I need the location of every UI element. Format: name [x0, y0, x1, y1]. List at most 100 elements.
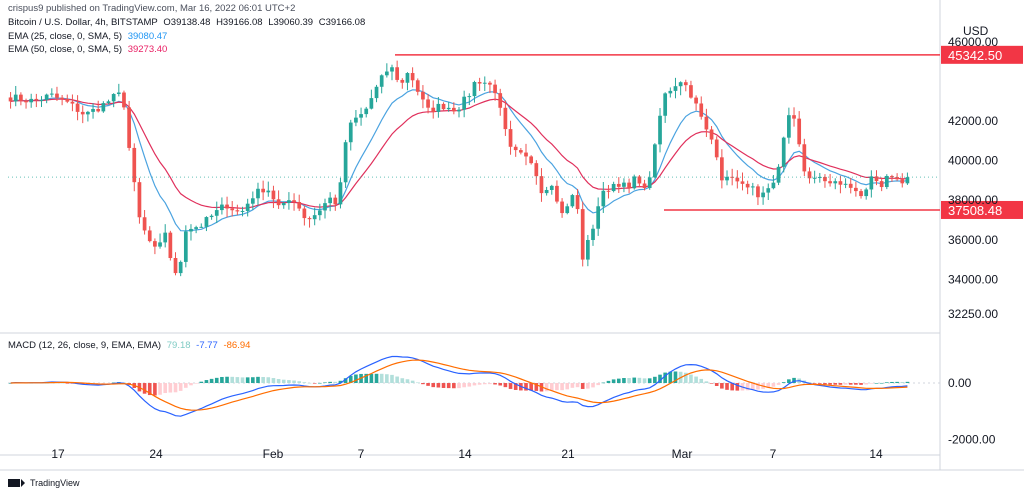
macd-histogram-bar	[354, 374, 358, 384]
candle-body	[580, 209, 585, 260]
macd-histogram-bar	[348, 375, 353, 384]
candle-body	[714, 139, 719, 158]
candle-body	[436, 103, 441, 112]
macd-histogram-bar	[266, 377, 271, 384]
ema25-legend[interactable]: EMA (25, close, 0, SMA, 5) 39080.47	[8, 31, 170, 43]
candle-body	[534, 163, 539, 177]
macd-histogram-bar	[766, 383, 771, 388]
macd-label: MACD (12, 26, close, 9, EMA, EMA)	[8, 340, 162, 351]
macd-histogram-bar	[60, 382, 64, 384]
macd-histogram-bar	[369, 373, 374, 384]
macd-histogram-bar	[251, 377, 255, 384]
candle-body	[807, 171, 812, 179]
macd-histogram-bar	[462, 383, 466, 388]
candle-body	[147, 230, 152, 242]
candle-body	[220, 204, 224, 211]
candle-body	[91, 108, 95, 112]
macd-histogram-bar	[482, 383, 487, 385]
candle-body	[663, 93, 668, 116]
macd-histogram-bar	[606, 380, 611, 384]
candle-body	[632, 176, 637, 189]
candle-body	[75, 103, 80, 112]
symbol-legend[interactable]: Bitcoin / U.S. Dollar, 4h, BITSTAMP O391…	[8, 17, 368, 29]
candle-body	[776, 166, 781, 183]
macd-signal-line	[10, 359, 908, 411]
candle-body	[395, 67, 400, 80]
candle-body	[704, 116, 709, 130]
macd-histogram-bar	[694, 376, 698, 384]
macd-histogram-bar	[189, 383, 193, 386]
candle-body	[13, 94, 18, 102]
candle-body	[895, 177, 899, 180]
candle-body	[65, 98, 70, 102]
candle-body	[451, 107, 456, 112]
time-tick-label: 17	[51, 447, 65, 461]
ohlc-high: H39166.08	[216, 17, 263, 28]
candle-body	[101, 103, 106, 112]
ema25-line	[10, 89, 908, 232]
macd-legend[interactable]: MACD (12, 26, close, 9, EMA, EMA) 79.18 …	[8, 340, 253, 352]
candle-body	[307, 218, 312, 220]
candle-body	[529, 156, 534, 164]
candle-body	[24, 100, 28, 103]
macd-histogram-bar	[879, 382, 884, 384]
macd-hist-value: 79.18	[166, 340, 191, 351]
candle-body	[884, 175, 889, 188]
macd-histogram-bar	[570, 383, 575, 388]
candle-body	[462, 96, 467, 110]
macd-histogram-bar	[436, 383, 441, 388]
macd-panel	[8, 355, 940, 417]
candle-body	[364, 108, 369, 115]
candle-body	[720, 157, 724, 181]
macd-histogram-bar	[80, 383, 85, 385]
macd-histogram-bar	[658, 374, 662, 384]
macd-histogram-bar	[493, 383, 497, 385]
macd-histogram-bar	[781, 382, 786, 384]
macd-histogram-bar	[854, 383, 858, 385]
candle-body	[678, 82, 683, 87]
candles	[8, 60, 910, 277]
macd-histogram-bar	[653, 376, 657, 384]
candle-body	[653, 144, 657, 178]
candle-body	[281, 203, 286, 206]
candle-body	[503, 107, 508, 130]
candle-body	[261, 188, 265, 193]
macd-histogram-bar	[756, 383, 760, 390]
candle-body	[431, 107, 436, 112]
candle-body	[338, 182, 343, 205]
price-tick-label: 36000.00	[948, 233, 998, 247]
candle-body	[292, 200, 296, 203]
symbol-name: Bitcoin / U.S. Dollar, 4h, BITSTAMP	[8, 17, 158, 28]
macd-histogram-bar	[776, 383, 781, 385]
candle-body	[555, 185, 559, 202]
macd-histogram-bar	[446, 383, 451, 389]
candle-body	[86, 111, 90, 115]
ema50-legend[interactable]: EMA (50, close, 0, SMA, 5) 39273.40	[8, 44, 170, 56]
price-axis: 46000.00 42000.00 40000.00 38000.00 36000.00…	[948, 35, 998, 447]
macd-histogram-bar	[591, 383, 595, 388]
candle-body	[544, 189, 549, 194]
time-axis: 17 24 Feb 7 14 21 Mar 7 14	[51, 447, 883, 461]
candle-body	[142, 217, 147, 231]
candle-body	[359, 114, 363, 118]
candle-body	[565, 206, 570, 214]
candle-body	[194, 227, 198, 229]
candle-body	[524, 152, 528, 157]
macd-histogram-bar	[704, 381, 709, 384]
macd-histogram-bar	[256, 376, 260, 384]
macd-histogram-bar	[467, 383, 472, 387]
candle-body	[297, 202, 302, 209]
macd-histogram-bar	[65, 383, 70, 384]
candle-body	[111, 94, 116, 102]
macd-histogram-bar	[817, 383, 822, 384]
chart-grid	[0, 0, 1024, 471]
tradingview-logo[interactable]: TradingView	[8, 478, 80, 488]
macd-histogram-bar	[142, 383, 147, 394]
macd-histogram-bar	[400, 378, 405, 384]
macd-histogram-bar	[426, 383, 430, 386]
macd-histogram-bar	[405, 379, 410, 384]
candle-body	[513, 146, 518, 151]
macd-histogram-bar	[147, 383, 152, 396]
candle-body	[163, 232, 168, 243]
